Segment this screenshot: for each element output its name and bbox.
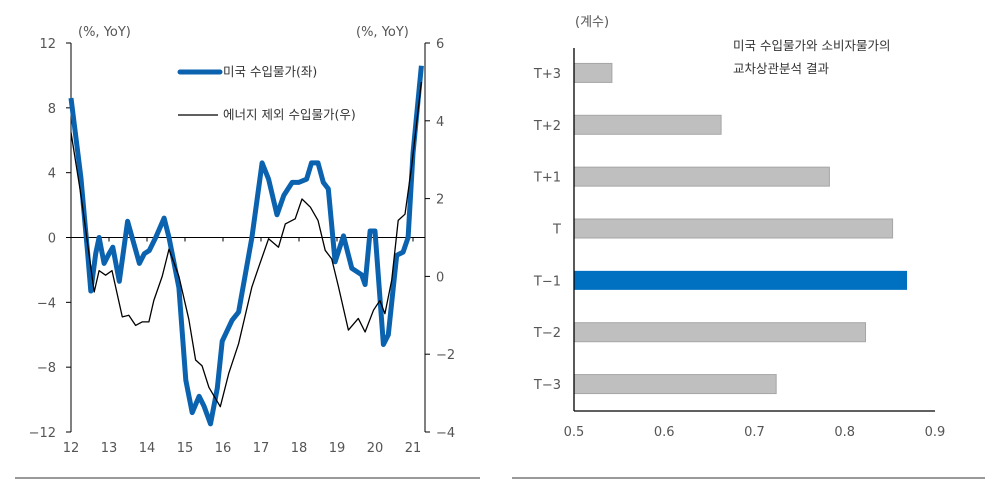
x-tick-label: 16 (215, 441, 232, 456)
x-tick-label: 13 (101, 441, 118, 456)
x-tick-label: 14 (139, 441, 156, 456)
x-tick-label: 12 (63, 441, 80, 456)
right-tick-label: 6 (436, 37, 444, 52)
legend-label-import-price: 미국 수입물가(좌) (223, 64, 317, 79)
bar-category-label: T (552, 223, 561, 238)
bar-x-tick-label: 0.9 (925, 425, 946, 440)
bar-T−1 (574, 270, 908, 290)
x-tick-label: 20 (367, 441, 384, 456)
bar-x-tick-label: 0.6 (654, 425, 675, 440)
series-line-ex-energy (70, 81, 423, 408)
right-tick-label: −4 (436, 426, 455, 441)
x-tick-label: 18 (291, 441, 308, 456)
left-tick-label: 0 (48, 232, 56, 247)
x-tick-label: 17 (253, 441, 270, 456)
right-axis-unit: (%, YoY) (356, 25, 409, 40)
left-axis-unit: (%, YoY) (78, 25, 131, 40)
bar-category-label: T−2 (533, 326, 561, 341)
bar-x-tick-label: 0.5 (564, 425, 585, 440)
bar-T−3 (573, 374, 777, 395)
legend-label-ex-energy: 에너지 제외 수입물가(우) (223, 107, 356, 122)
line-chart: (%, YoY) (%, YoY) 미국 수입물가(좌) 에너지 제외 수입물가… (29, 25, 456, 456)
bar-T+1 (573, 166, 830, 187)
bar-T−2 (573, 322, 867, 343)
right-tick-label: 2 (436, 193, 444, 208)
bar-axis-unit: (계수) (575, 15, 609, 30)
left-tick-label: 12 (39, 37, 56, 52)
bar-category-label: T+1 (533, 171, 561, 186)
left-tick-label: −12 (29, 426, 56, 441)
left-tick-label: 4 (48, 167, 56, 182)
right-tick-label: −2 (436, 348, 455, 363)
bar-category-label: T−3 (533, 378, 561, 393)
bar-x-tick-label: 0.7 (744, 425, 765, 440)
bar-chart: (계수) 미국 수입물가와 소비자물가의 교차상관분석 결과 T+3 T+2 T+1… (533, 15, 945, 440)
bar-T+3 (573, 62, 613, 83)
bar-category-label: T+2 (533, 119, 561, 134)
bar-chart-title-line2: 교차상관분석 결과 (733, 61, 829, 76)
x-tick-label: 21 (405, 441, 422, 456)
x-tick-label: 15 (177, 441, 194, 456)
bar-chart-title-line1: 미국 수입물가와 소비자물가의 (733, 38, 890, 53)
right-tick-label: 4 (436, 115, 444, 130)
left-tick-label: −8 (37, 361, 56, 376)
left-tick-label: −4 (37, 296, 56, 311)
bar-T+2 (573, 114, 722, 135)
bar-T (573, 218, 894, 239)
right-tick-label: 0 (436, 270, 444, 285)
x-tick-label: 19 (329, 441, 346, 456)
bar-category-label: T−1 (533, 274, 561, 289)
series-line-import-price (68, 65, 424, 427)
bar-category-label: T+3 (533, 67, 561, 82)
bar-x-tick-label: 0.8 (834, 425, 855, 440)
left-tick-label: 8 (48, 102, 56, 117)
